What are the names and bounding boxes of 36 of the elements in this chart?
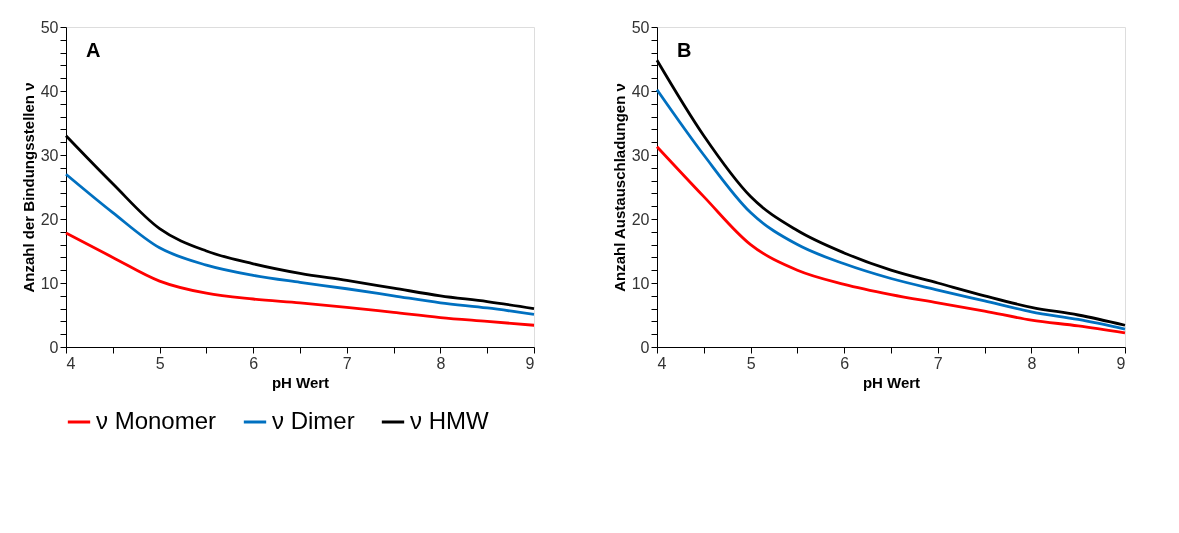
legend-label: ν Monomer (96, 407, 217, 434)
x-tick-label: 8 (1027, 354, 1037, 372)
y-tick-label: 20 (40, 210, 59, 228)
x-tick-label: 7 (933, 354, 943, 372)
y-tick-label: 0 (640, 338, 650, 356)
y-tick-label: 30 (40, 146, 59, 164)
y-tick-label: 50 (40, 18, 59, 36)
x-axis-title: pH Wert (862, 373, 921, 391)
y-tick-label: 0 (49, 338, 59, 356)
x-tick-label: 9 (1116, 354, 1126, 372)
x-tick-label: 6 (249, 354, 259, 372)
x-tick-label: 6 (840, 354, 850, 372)
y-tick-label: 40 (40, 82, 59, 100)
x-axis-title: pH Wert (271, 373, 330, 391)
y-tick-label: 10 (631, 274, 650, 292)
annotation: A (86, 39, 101, 61)
x-tick-label: 9 (525, 354, 535, 372)
x-tick-label: 4 (66, 354, 76, 372)
y-tick-label: 30 (631, 146, 650, 164)
x-tick-label: 5 (155, 354, 165, 372)
y-tick-label: 50 (631, 18, 650, 36)
x-tick-label: 7 (342, 354, 352, 372)
line-series (64, 231, 536, 327)
legend-label: ν Dimer (272, 407, 355, 434)
x-tick-label: 5 (746, 354, 756, 372)
y-axis-title: Anzahl der Bindungsstellen ν (19, 82, 37, 293)
x-tick-label: 4 (657, 354, 667, 372)
line-series (655, 145, 1127, 335)
y-tick-label: 40 (631, 82, 650, 100)
x-tick-label: 8 (436, 354, 446, 372)
line-series (64, 172, 536, 316)
y-tick-label: 20 (631, 210, 650, 228)
legend-label: ν HMW (410, 407, 489, 434)
y-axis-title: Anzahl Austauschladungen ν (610, 83, 628, 292)
annotation: B (677, 39, 692, 61)
y-tick-label: 10 (40, 274, 59, 292)
